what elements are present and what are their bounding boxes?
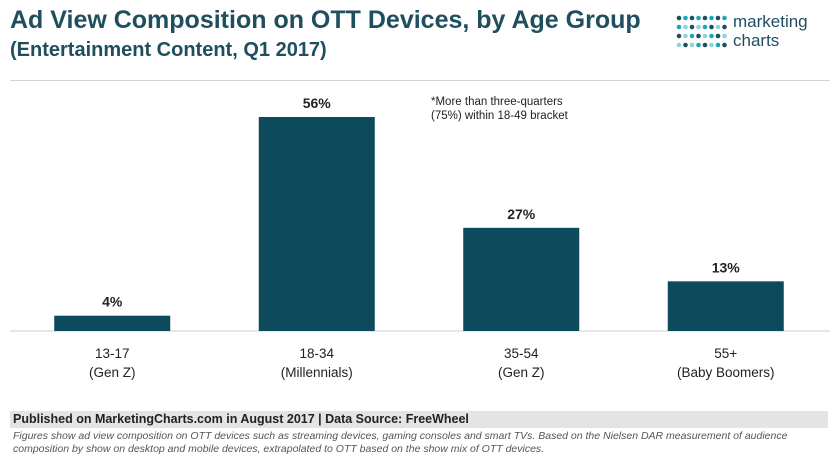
category-label: 35-54 <box>504 346 539 361</box>
logo-dot <box>676 15 682 21</box>
logo-dot <box>702 33 708 39</box>
value-label: 27% <box>507 206 536 222</box>
logo-dot <box>696 42 701 48</box>
category-sublabel: (Gen Z) <box>89 365 136 380</box>
value-label: 13% <box>712 259 741 275</box>
logo-wordmark: marketing charts <box>733 12 808 50</box>
logo-dot <box>689 24 695 30</box>
value-label: 56% <box>303 95 332 111</box>
footnote-line-2: composition by show on desktop and mobil… <box>13 443 545 455</box>
logo-dot <box>683 24 688 30</box>
logo-dot <box>709 15 714 21</box>
annotation-line-1: *More than three-quarters <box>431 96 563 108</box>
category-label: 18-34 <box>299 346 334 361</box>
logo-dot <box>676 33 682 39</box>
header-divider <box>10 80 830 81</box>
logo-dot <box>709 42 714 48</box>
value-label: 4% <box>102 294 123 310</box>
footnote-line-1: Figures show ad view composition on OTT … <box>13 430 788 442</box>
annotation-line-2: (75%) within 18-49 bracket <box>431 110 568 122</box>
logo-dot <box>696 33 701 39</box>
category-label: 55+ <box>714 346 737 361</box>
bar-18-34 <box>258 117 375 331</box>
logo-dot <box>676 24 682 30</box>
bar-13-17 <box>54 315 171 331</box>
logo-dot <box>683 33 688 39</box>
logo-dot <box>702 24 708 30</box>
logo-dot <box>715 15 721 21</box>
bar-35-54 <box>463 227 580 331</box>
category-sublabel: (Baby Boomers) <box>677 365 775 380</box>
logo-dot <box>722 42 727 48</box>
logo-dot <box>709 33 714 39</box>
marketingcharts-logo-icon <box>676 15 727 48</box>
source-text: Published on MarketingCharts.com in Augu… <box>13 412 469 426</box>
source-bar <box>10 411 828 428</box>
logo-line-2: charts <box>733 31 780 50</box>
logo-dot <box>709 24 714 30</box>
logo-line-1: marketing <box>733 12 808 31</box>
logo-dot <box>722 33 727 39</box>
logo-dot <box>689 33 695 39</box>
chart-title: Ad View Composition on OTT Devices, by A… <box>10 6 641 34</box>
logo-dot <box>689 15 695 21</box>
category-sublabel: (Gen Z) <box>498 365 545 380</box>
logo-dot <box>696 24 701 30</box>
logo-dot <box>696 15 701 21</box>
logo-dot <box>683 42 688 48</box>
logo-dot <box>702 42 708 48</box>
logo-dot <box>715 33 721 39</box>
logo-dot <box>715 24 721 30</box>
logo-dot <box>683 15 688 21</box>
logo-dot <box>722 15 727 21</box>
category-label: 13-17 <box>95 346 130 361</box>
bar-55+ <box>667 281 784 331</box>
logo-dot <box>676 42 682 48</box>
logo-dot <box>702 15 708 21</box>
chart-subtitle: (Entertainment Content, Q1 2017) <box>10 39 327 61</box>
footnote: Figures show ad view composition on OTT … <box>13 430 828 456</box>
logo-dot <box>722 24 727 30</box>
chart-annotation: *More than three-quarters (75%) within 1… <box>431 95 568 123</box>
logo-dot <box>689 42 695 48</box>
category-sublabel: (Millennials) <box>281 365 353 380</box>
logo-dot <box>715 42 721 48</box>
